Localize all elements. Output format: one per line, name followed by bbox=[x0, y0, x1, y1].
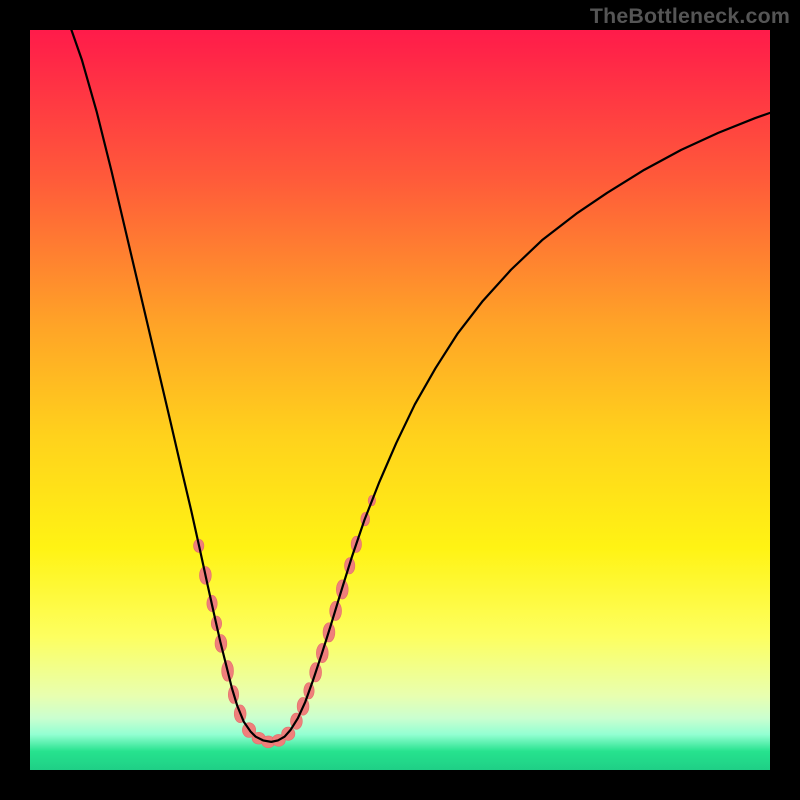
figure-root: TheBottleneck.com bbox=[0, 0, 800, 800]
plot-background bbox=[30, 30, 770, 770]
chart-svg bbox=[0, 0, 800, 800]
